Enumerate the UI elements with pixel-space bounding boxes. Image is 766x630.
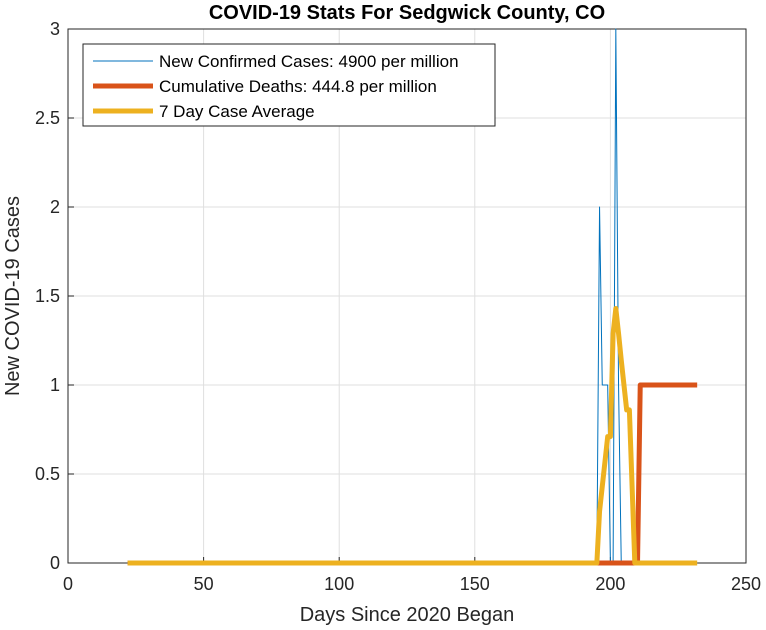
legend-entry-new-cases: New Confirmed Cases: 4900 per million [159, 52, 459, 71]
x-tick-label: 0 [63, 574, 73, 594]
legend-items: New Confirmed Cases: 4900 per million Cum… [93, 52, 459, 121]
y-tick-label: 2 [50, 197, 60, 217]
new-cases-line [127, 28, 698, 564]
tick-layer: 0 50 100 150 200 250 0 0.5 1 1.5 2 2.5 3 [35, 19, 761, 594]
y-axis-label: New COVID-19 Cases [2, 196, 24, 396]
chart-title: COVID-19 Stats For Sedgwick County, CO [209, 2, 605, 24]
y-tick-label: 0.5 [35, 464, 60, 484]
legend-entry-cumulative-deaths: Cumulative Deaths: 444.8 per million [159, 77, 437, 96]
seven-day-average-line [127, 305, 698, 566]
x-tick-label: 50 [194, 574, 214, 594]
y-tick-label: 1.5 [35, 286, 60, 306]
y-tick-label: 3 [50, 19, 60, 39]
legend: New Confirmed Cases: 4900 per million Cum… [82, 43, 496, 127]
y-tick-label: 0 [50, 553, 60, 573]
x-tick-label: 250 [731, 574, 761, 594]
x-tick-label: 200 [595, 574, 625, 594]
x-tick-label: 150 [460, 574, 490, 594]
y-tick-label: 2.5 [35, 108, 60, 128]
y-tick-label: 1 [50, 375, 60, 395]
x-tick-label: 100 [324, 574, 354, 594]
legend-entry-seven-day-average: 7 Day Case Average [159, 102, 315, 121]
series-layer [127, 28, 698, 566]
x-axis-label: Days Since 2020 Began [300, 604, 515, 626]
